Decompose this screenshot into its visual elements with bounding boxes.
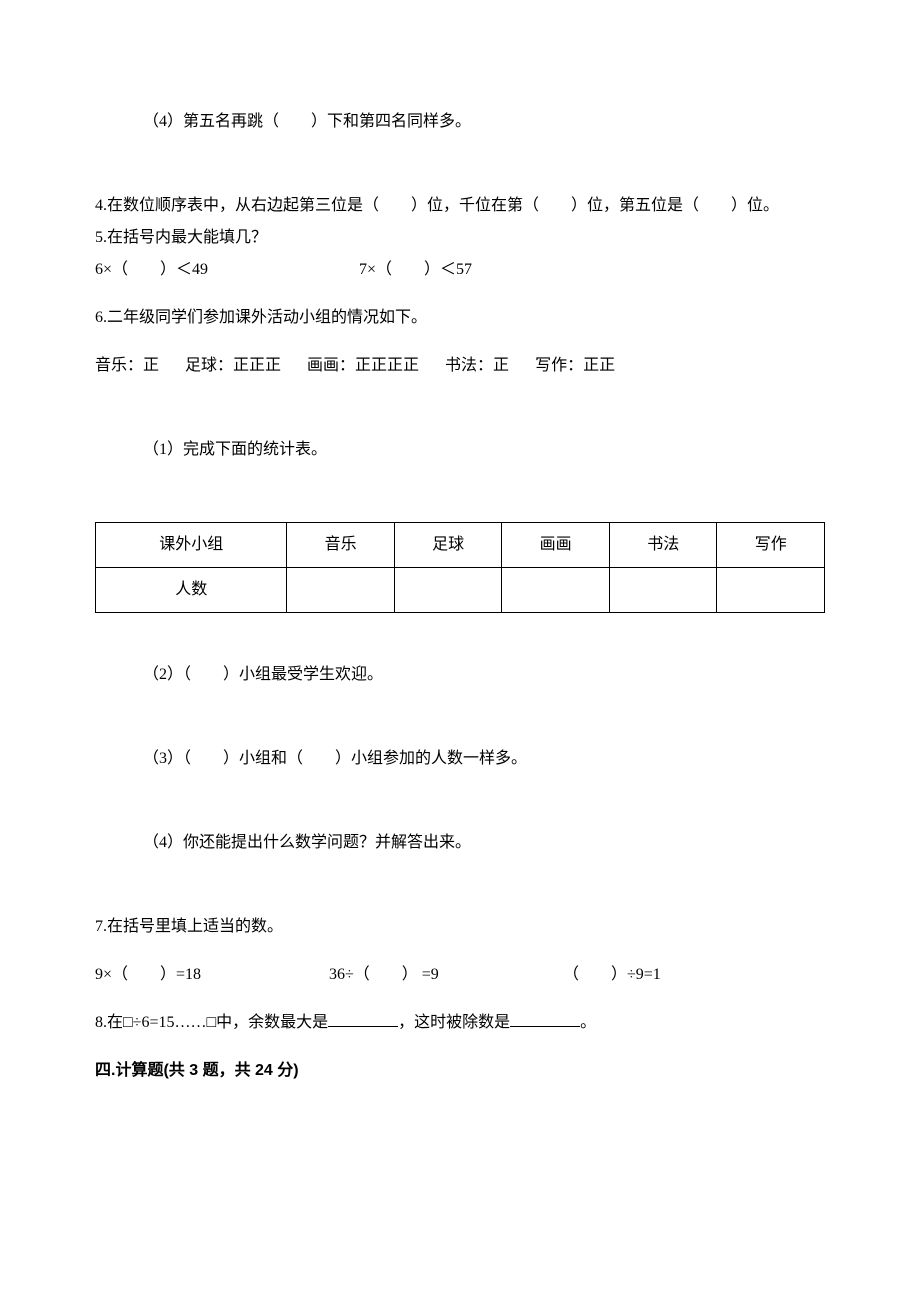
q6-tally-2: 足球：正正正 — [185, 354, 281, 378]
q6-3-text: （3）（ ）小组和（ ）小组参加的人数一样多。 — [143, 750, 527, 767]
question-6-2: （2）（ ）小组最受学生欢迎。 — [95, 663, 825, 687]
q6-title-text: 6.二年级同学们参加课外活动小组的情况如下。 — [95, 309, 427, 326]
section-4-text: 四.计算题(共 3 题，共 24 分) — [95, 1062, 299, 1079]
question-6-title: 6.二年级同学们参加课外活动小组的情况如下。 — [95, 306, 825, 330]
q7-title-text: 7.在括号里填上适当的数。 — [95, 918, 283, 935]
table-col-4: 书法 — [609, 523, 717, 568]
question-7-title: 7.在括号里填上适当的数。 — [95, 915, 825, 939]
table-col-2: 足球 — [394, 523, 502, 568]
question-6-tally: 音乐：正 足球：正正正 画画：正正正正 书法：正 写作：正正 — [95, 354, 825, 378]
q3-4-text: （4）第五名再跳（ ）下和第四名同样多。 — [143, 113, 471, 130]
q7-item-1: 9×（ ）=18 — [95, 963, 325, 987]
q8-mid: ，这时被除数是 — [398, 1014, 510, 1031]
q7-item-3: （ ）÷9=1 — [563, 963, 661, 987]
question-5-items: 6×（ ）＜49 7×（ ）＜57 — [95, 258, 825, 282]
q6-2-text: （2）（ ）小组最受学生欢迎。 — [143, 666, 383, 683]
question-6-4: （4）你还能提出什么数学问题？并解答出来。 — [95, 831, 825, 855]
question-4: 4.在数位顺序表中，从右边起第三位是（ ）位，千位在第（ ）位，第五位是（ ）位… — [95, 194, 825, 218]
table-col-5: 写作 — [717, 523, 825, 568]
table-cell-2[interactable] — [394, 568, 502, 613]
q6-tally-4: 书法：正 — [445, 354, 509, 378]
q8-prefix: 8.在□÷6=15……□中，余数最大是 — [95, 1014, 328, 1031]
q5-item-1: 6×（ ）＜49 — [95, 258, 355, 282]
q6-tally-1: 音乐：正 — [95, 354, 159, 378]
table-cell-1[interactable] — [287, 568, 395, 613]
q6-tally-3: 画画：正正正正 — [307, 354, 419, 378]
table-cell-4[interactable] — [609, 568, 717, 613]
question-5-title: 5.在括号内最大能填几？ — [95, 226, 825, 250]
q8-blank-1[interactable] — [328, 1011, 398, 1027]
table-cell-5[interactable] — [717, 568, 825, 613]
q7-item-2: 36÷（ ） =9 — [329, 963, 559, 987]
table-col-3: 画画 — [502, 523, 610, 568]
q5-title-text: 5.在括号内最大能填几？ — [95, 229, 267, 246]
section-4-title: 四.计算题(共 3 题，共 24 分) — [95, 1059, 825, 1083]
q6-tally-5: 写作：正正 — [535, 354, 615, 378]
table-col-1: 音乐 — [287, 523, 395, 568]
question-6-3: （3）（ ）小组和（ ）小组参加的人数一样多。 — [95, 747, 825, 771]
table-cell-3[interactable] — [502, 568, 610, 613]
question-7-items: 9×（ ）=18 36÷（ ） =9 （ ）÷9=1 — [95, 963, 825, 987]
q6-4-text: （4）你还能提出什么数学问题？并解答出来。 — [143, 834, 471, 851]
q8-suffix: 。 — [580, 1014, 596, 1031]
q8-blank-2[interactable] — [510, 1011, 580, 1027]
q5-item-2: 7×（ ）＜57 — [359, 258, 472, 282]
stats-table: 课外小组 音乐 足球 画画 书法 写作 人数 — [95, 522, 825, 613]
q4-text: 4.在数位顺序表中，从右边起第三位是（ ）位，千位在第（ ）位，第五位是（ ）位… — [95, 197, 779, 214]
question-3-4: （4）第五名再跳（ ）下和第四名同样多。 — [95, 110, 825, 134]
q6-1-text: （1）完成下面的统计表。 — [143, 441, 327, 458]
table-row-label: 人数 — [96, 568, 287, 613]
question-6-1: （1）完成下面的统计表。 — [95, 438, 825, 462]
table-header-label: 课外小组 — [96, 523, 287, 568]
table-header-row: 课外小组 音乐 足球 画画 书法 写作 — [96, 523, 825, 568]
table-data-row: 人数 — [96, 568, 825, 613]
question-8: 8.在□÷6=15……□中，余数最大是 ，这时被除数是 。 — [95, 1011, 825, 1035]
